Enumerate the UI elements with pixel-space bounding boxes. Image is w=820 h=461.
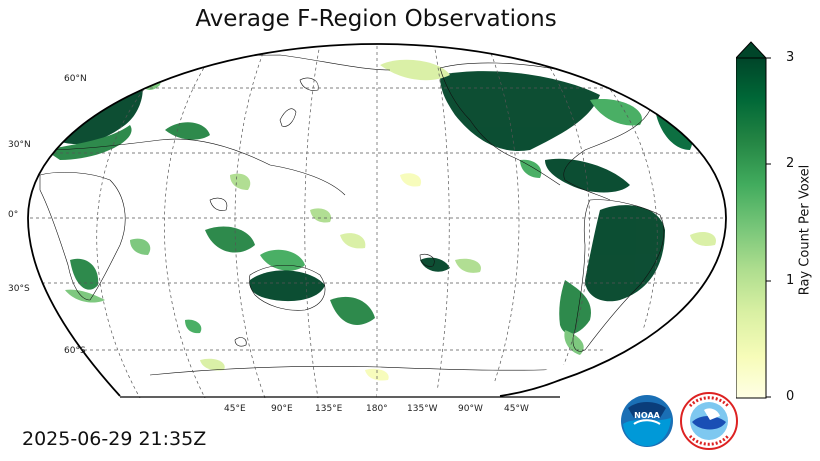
lon-label-135e: 135°E bbox=[315, 404, 343, 414]
nws-logo bbox=[680, 392, 738, 450]
colorbar-label: Ray Count Per Voxel bbox=[797, 164, 813, 296]
lat-label-0: 0° bbox=[8, 210, 19, 220]
lon-label-90w: 90°W bbox=[458, 404, 483, 414]
noaa-logo: NOAA bbox=[621, 395, 673, 447]
lon-label-135w: 135°W bbox=[407, 404, 438, 414]
lon-label-45w: 45°W bbox=[504, 404, 529, 414]
lat-label-30n: 30°N bbox=[8, 140, 31, 150]
lon-label-90e: 90°E bbox=[271, 404, 293, 414]
lat-label-60s: 60°S bbox=[64, 346, 86, 356]
lon-label-45e: 45°E bbox=[224, 404, 246, 414]
lat-label-60n: 60°N bbox=[64, 74, 87, 84]
svg-text:NOAA: NOAA bbox=[634, 411, 660, 420]
colorbar-tick-0: 0 bbox=[786, 389, 795, 404]
map-title: Average F-Region Observations bbox=[195, 6, 557, 32]
ray-density-field bbox=[45, 59, 716, 381]
map-boundary bbox=[27, 43, 727, 397]
lon-label-180: 180° bbox=[366, 404, 388, 414]
map-body bbox=[28, 44, 726, 398]
timestamp: 2025-06-29 21:35Z bbox=[22, 428, 207, 450]
colorbar bbox=[736, 41, 771, 399]
colorbar-extend-arrow bbox=[736, 41, 768, 59]
colorbar-tick-2: 2 bbox=[786, 156, 795, 171]
colorbar-gradient bbox=[736, 57, 767, 399]
graticule bbox=[28, 44, 726, 398]
lat-label-30s: 30°S bbox=[8, 284, 30, 294]
colorbar-tick-3: 3 bbox=[786, 50, 795, 65]
colorbar-tick-1: 1 bbox=[786, 273, 795, 288]
